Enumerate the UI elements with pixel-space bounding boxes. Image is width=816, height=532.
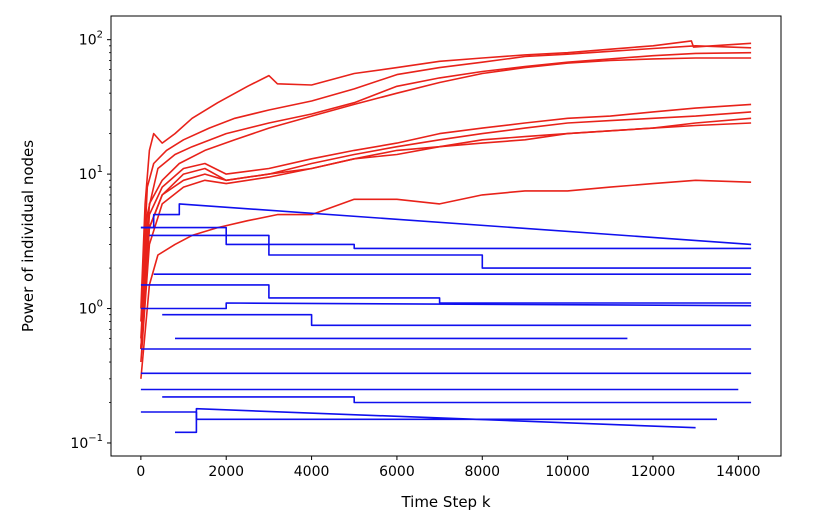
plot-frame [110, 15, 782, 457]
series-line-red-3 [140, 51, 752, 339]
y-tick-label: 102 [79, 30, 103, 49]
series-line-red-4 [140, 57, 752, 350]
x-axis-label: Time Step k [400, 493, 490, 511]
y-tick-label: 100 [79, 299, 103, 318]
x-tick-label: 14000 [716, 464, 761, 480]
series-line-blue-21 [162, 396, 752, 404]
series-line-red-5 [140, 103, 752, 350]
series-line-blue-15 [140, 302, 752, 310]
series-line-blue-11 [140, 226, 752, 250]
y-axis: 10−1 100 101 102 [70, 30, 111, 452]
x-tick-label: 2000 [208, 464, 244, 480]
series-line-blue-12 [149, 234, 752, 269]
series-line-red-1 [140, 40, 752, 309]
x-axis: 0 2000 4000 6000 8000 10000 12000 14000 [136, 456, 761, 480]
series-line-blue-23 [175, 407, 696, 434]
x-tick-label: 8000 [464, 464, 500, 480]
y-tick-label: 101 [79, 164, 103, 183]
x-tick-label: 6000 [379, 464, 415, 480]
series-line-red-9 [140, 179, 752, 379]
x-tick-label: 12000 [631, 464, 676, 480]
y-tick-label: 10−1 [70, 433, 103, 452]
x-tick-label: 0 [136, 464, 145, 480]
series-line-red-2 [140, 45, 752, 322]
series-layer [140, 40, 752, 434]
series-line-red-8 [140, 122, 752, 363]
series-line-blue-14 [140, 284, 752, 304]
x-tick-label: 4000 [294, 464, 330, 480]
series-line-red-6 [140, 111, 752, 350]
y-axis-label: Power of individual nodes [19, 140, 37, 332]
series-line-blue-16 [162, 313, 752, 327]
x-tick-label: 10000 [545, 464, 590, 480]
